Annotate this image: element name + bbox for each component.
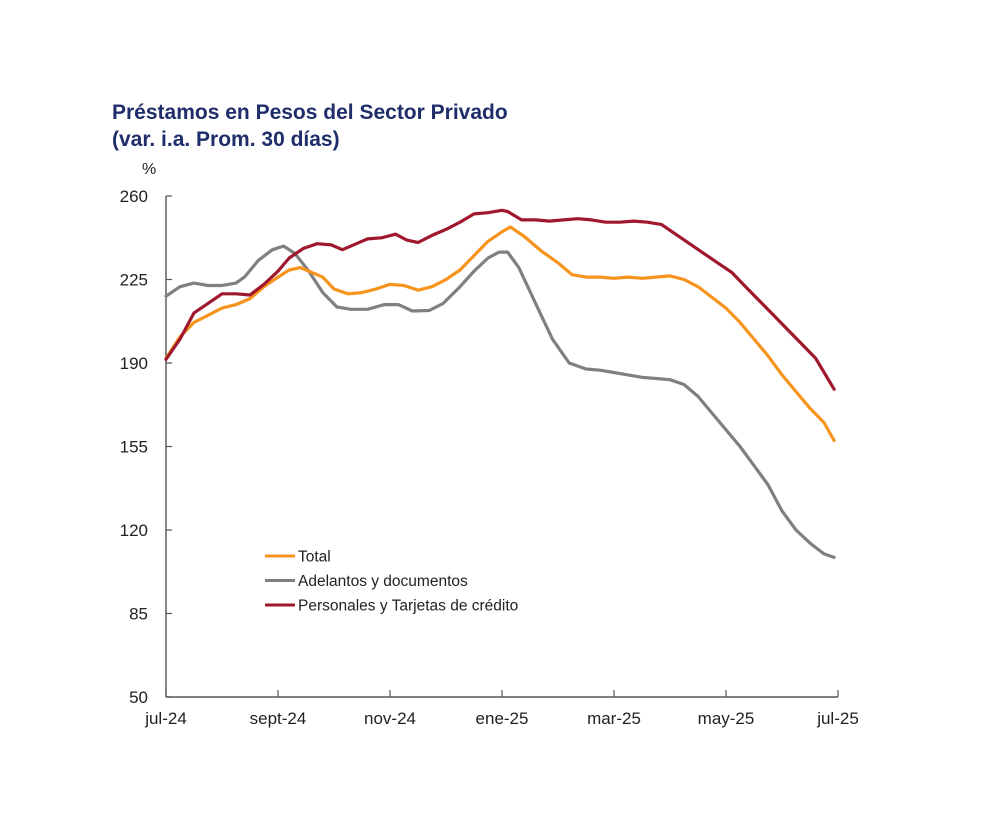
y-tick-label: 190	[120, 354, 148, 373]
x-tick-label: may-25	[698, 709, 755, 728]
y-tick-label: 155	[120, 438, 148, 457]
chart-subtitle: (var. i.a. Prom. 30 días)	[112, 128, 340, 151]
y-tick-label: 120	[120, 521, 148, 540]
y-tick-label: 260	[120, 187, 148, 206]
x-tick-label: nov-24	[364, 709, 416, 728]
x-tick-label: sept-24	[250, 709, 307, 728]
y-tick-label: 225	[120, 271, 148, 290]
axes: 50 85 120 155 190 225 260 jul-24 sept-24 nov-24 en…	[120, 187, 859, 728]
legend: Total Adelantos y documentos Personales y …	[265, 549, 518, 615]
series-line-total	[164, 225, 836, 443]
x-tick-label: jul-24	[144, 709, 187, 728]
legend-label: Personales y Tarjetas de crédito	[298, 598, 518, 615]
series-line-adelantos-y-documentos	[164, 244, 836, 560]
y-tick-label: 85	[129, 605, 148, 624]
x-tick-label: jul-25	[816, 709, 859, 728]
chart-title: Préstamos en Pesos del Sector Privado	[112, 101, 508, 124]
legend-label: Adelantos y documentos	[298, 573, 468, 590]
y-axis-unit-label: %	[142, 161, 156, 178]
series-line-personales-y-tarjetas-de-cr-dito	[164, 208, 836, 391]
series-lines	[164, 208, 836, 560]
y-tick-label: 50	[129, 688, 148, 707]
x-tick-label: ene-25	[476, 709, 529, 728]
chart-title-block: Préstamos en Pesos del Sector Privado (v…	[112, 99, 508, 153]
x-tick-label: mar-25	[587, 709, 641, 728]
legend-label: Total	[298, 549, 331, 566]
